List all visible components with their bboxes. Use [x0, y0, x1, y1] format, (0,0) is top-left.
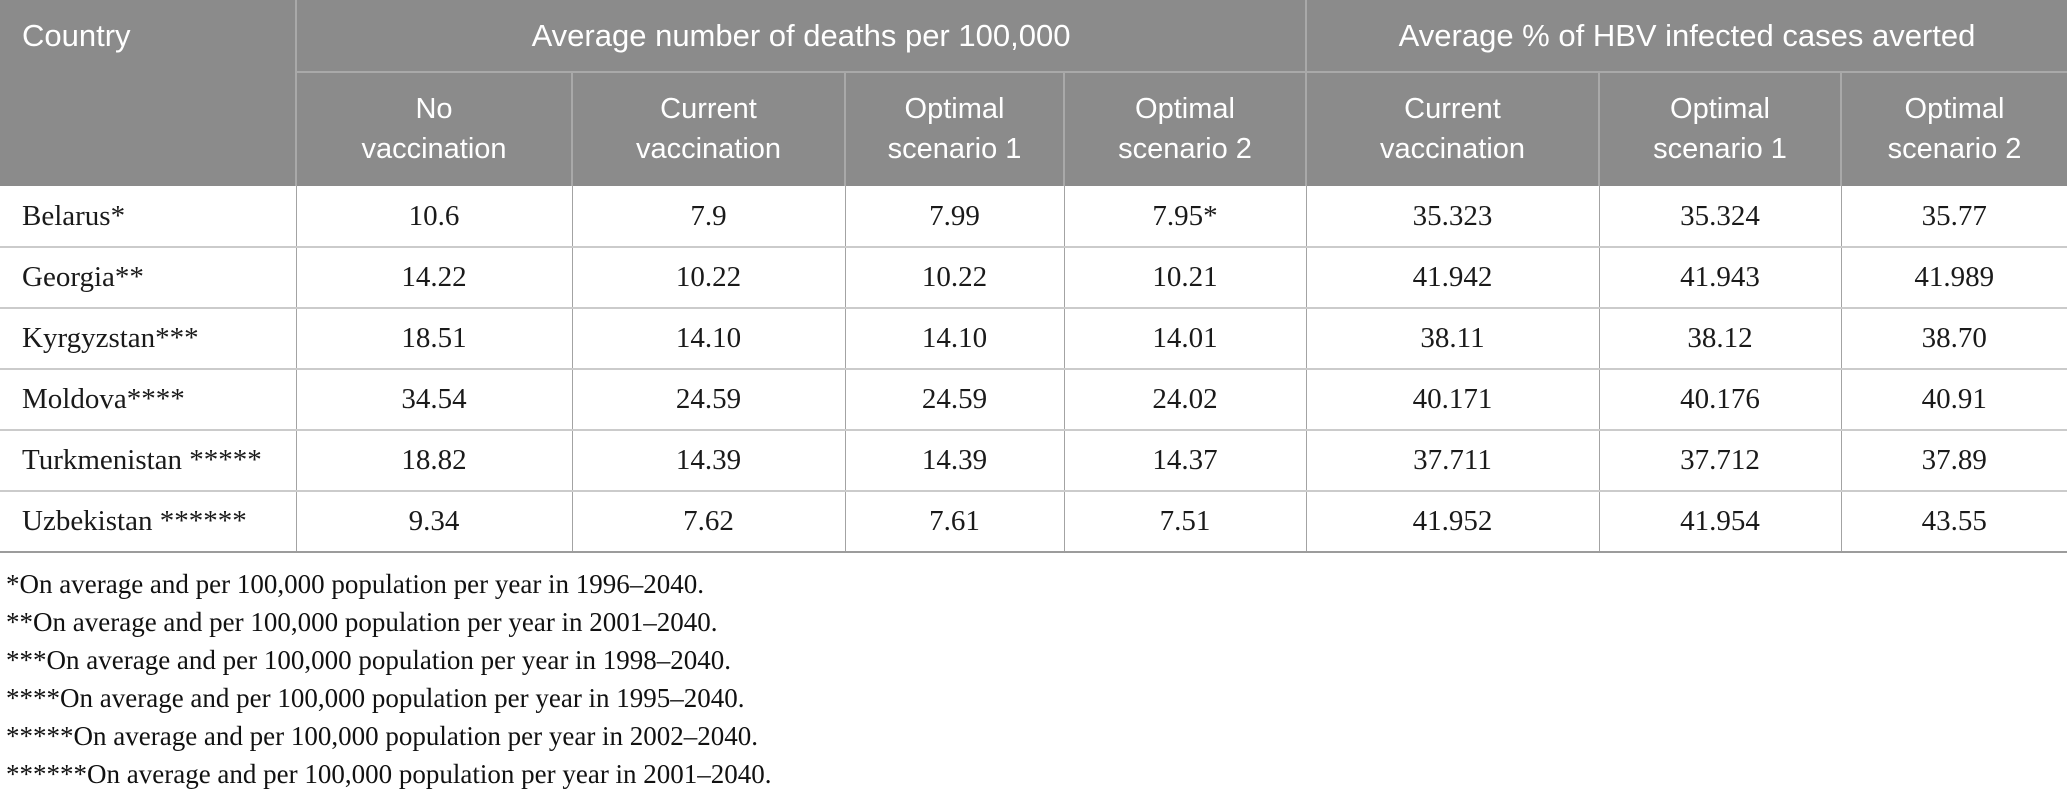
value-cell: 35.77: [1840, 186, 2067, 247]
footnote: ****On average and per 100,000 populatio…: [6, 683, 745, 713]
header-group-row: Country Average number of deaths per 100…: [0, 0, 2067, 186]
column-header-country: Country: [0, 0, 297, 186]
footnote: ******On average and per 100,000 populat…: [6, 759, 772, 789]
value-cell: 14.01: [1063, 308, 1306, 369]
value-cell: 34.54: [295, 369, 572, 430]
column-header-optimal-scenario-1-averted: Optimal scenario 1: [1598, 72, 1841, 186]
value-cell: 41.943: [1598, 247, 1841, 308]
value-cell: 24.02: [1063, 369, 1306, 430]
table-row: Georgia** 14.22 10.22 10.22 10.21 41.942…: [0, 247, 2067, 308]
country-cell: Moldova****: [0, 369, 296, 430]
value-cell: 7.9: [571, 186, 845, 247]
value-cell: 38.11: [1305, 308, 1599, 369]
value-cell: 41.952: [1305, 491, 1599, 552]
country-cell: Turkmenistan *****: [0, 430, 296, 491]
value-cell: 18.51: [295, 308, 572, 369]
value-cell: 40.176: [1598, 369, 1841, 430]
value-cell: 38.70: [1840, 308, 2067, 369]
country-cell: Kyrgyzstan***: [0, 308, 296, 369]
value-cell: 41.989: [1840, 247, 2067, 308]
value-cell: 24.59: [571, 369, 845, 430]
value-cell: 10.22: [844, 247, 1064, 308]
table-body: Belarus* 10.6 7.9 7.99 7.95* 35.323 35.3…: [0, 186, 2067, 552]
table-row: Turkmenistan ***** 18.82 14.39 14.39 14.…: [0, 430, 2067, 491]
value-cell: 24.59: [844, 369, 1064, 430]
table-row: Moldova**** 34.54 24.59 24.59 24.02 40.1…: [0, 369, 2067, 430]
column-header-label: Current vaccination: [635, 93, 782, 165]
country-cell: Georgia**: [0, 247, 296, 308]
value-cell: 37.89: [1840, 430, 2067, 491]
footnote: ***On average and per 100,000 population…: [6, 645, 732, 675]
column-header-no-vaccination: No vaccination: [296, 72, 572, 186]
column-header-label: Optimal scenario 2: [1118, 93, 1252, 165]
value-cell: 14.22: [295, 247, 572, 308]
value-cell: 7.61: [844, 491, 1064, 552]
table-row: Uzbekistan ****** 9.34 7.62 7.61 7.51 41…: [0, 491, 2067, 552]
value-cell: 41.954: [1598, 491, 1841, 552]
column-header-current-vaccination-deaths: Current vaccination: [571, 72, 845, 186]
value-cell: 10.22: [571, 247, 845, 308]
value-cell: 7.51: [1063, 491, 1306, 552]
value-cell: 35.324: [1598, 186, 1841, 247]
value-cell: 7.99: [844, 186, 1064, 247]
results-table: Country Average number of deaths per 100…: [0, 0, 2067, 552]
value-cell: 10.21: [1063, 247, 1306, 308]
value-cell: 40.171: [1305, 369, 1599, 430]
column-header-label: No vaccination: [361, 93, 507, 165]
column-header-optimal-scenario-2-averted: Optimal scenario 2: [1839, 72, 2067, 186]
value-cell: 37.711: [1305, 430, 1599, 491]
value-cell: 35.323: [1305, 186, 1599, 247]
column-header-optimal-scenario-1-deaths: Optimal scenario 1: [844, 72, 1064, 186]
column-header-label: Optimal scenario 1: [887, 93, 1022, 165]
value-cell: 14.10: [844, 308, 1064, 369]
table-header: Country Average number of deaths per 100…: [0, 0, 2067, 186]
column-header-label: Optimal scenario 1: [1653, 93, 1787, 165]
value-cell: 7.62: [571, 491, 845, 552]
footnote: *On average and per 100,000 population p…: [6, 569, 705, 599]
column-group-deaths: Average number of deaths per 100,000: [296, 0, 1306, 73]
column-header-label: Optimal scenario 2: [1887, 93, 2022, 165]
value-cell: 40.91: [1840, 369, 2067, 430]
value-cell: 37.712: [1598, 430, 1841, 491]
table-row: Belarus* 10.6 7.9 7.99 7.95* 35.323 35.3…: [0, 186, 2067, 247]
footnotes: *On average and per 100,000 population p…: [0, 553, 2067, 793]
column-header-current-vaccination-averted: Current vaccination: [1305, 72, 1599, 186]
footnote: *****On average and per 100,000 populati…: [6, 721, 759, 751]
column-group-averted: Average % of HBV infected cases averted: [1304, 0, 2067, 73]
value-cell: 14.37: [1063, 430, 1306, 491]
value-cell: 10.6: [295, 186, 572, 247]
column-header-optimal-scenario-2-deaths: Optimal scenario 2: [1063, 72, 1306, 186]
value-cell: 18.82: [295, 430, 572, 491]
value-cell: 9.34: [295, 491, 572, 552]
country-cell: Uzbekistan ******: [0, 491, 296, 552]
header-sub-row: No vaccination Current vaccination Optim…: [0, 72, 2067, 186]
column-header-label: Current vaccination: [1379, 93, 1526, 165]
value-cell: 14.10: [571, 308, 845, 369]
value-cell: 14.39: [844, 430, 1064, 491]
country-cell: Belarus*: [0, 186, 296, 247]
value-cell: 7.95*: [1063, 186, 1306, 247]
value-cell: 14.39: [571, 430, 845, 491]
table-row: Kyrgyzstan*** 18.51 14.10 14.10 14.01 38…: [0, 308, 2067, 369]
value-cell: 38.12: [1598, 308, 1841, 369]
value-cell: 43.55: [1840, 491, 2067, 552]
footnote: **On average and per 100,000 population …: [6, 607, 718, 637]
value-cell: 41.942: [1305, 247, 1599, 308]
